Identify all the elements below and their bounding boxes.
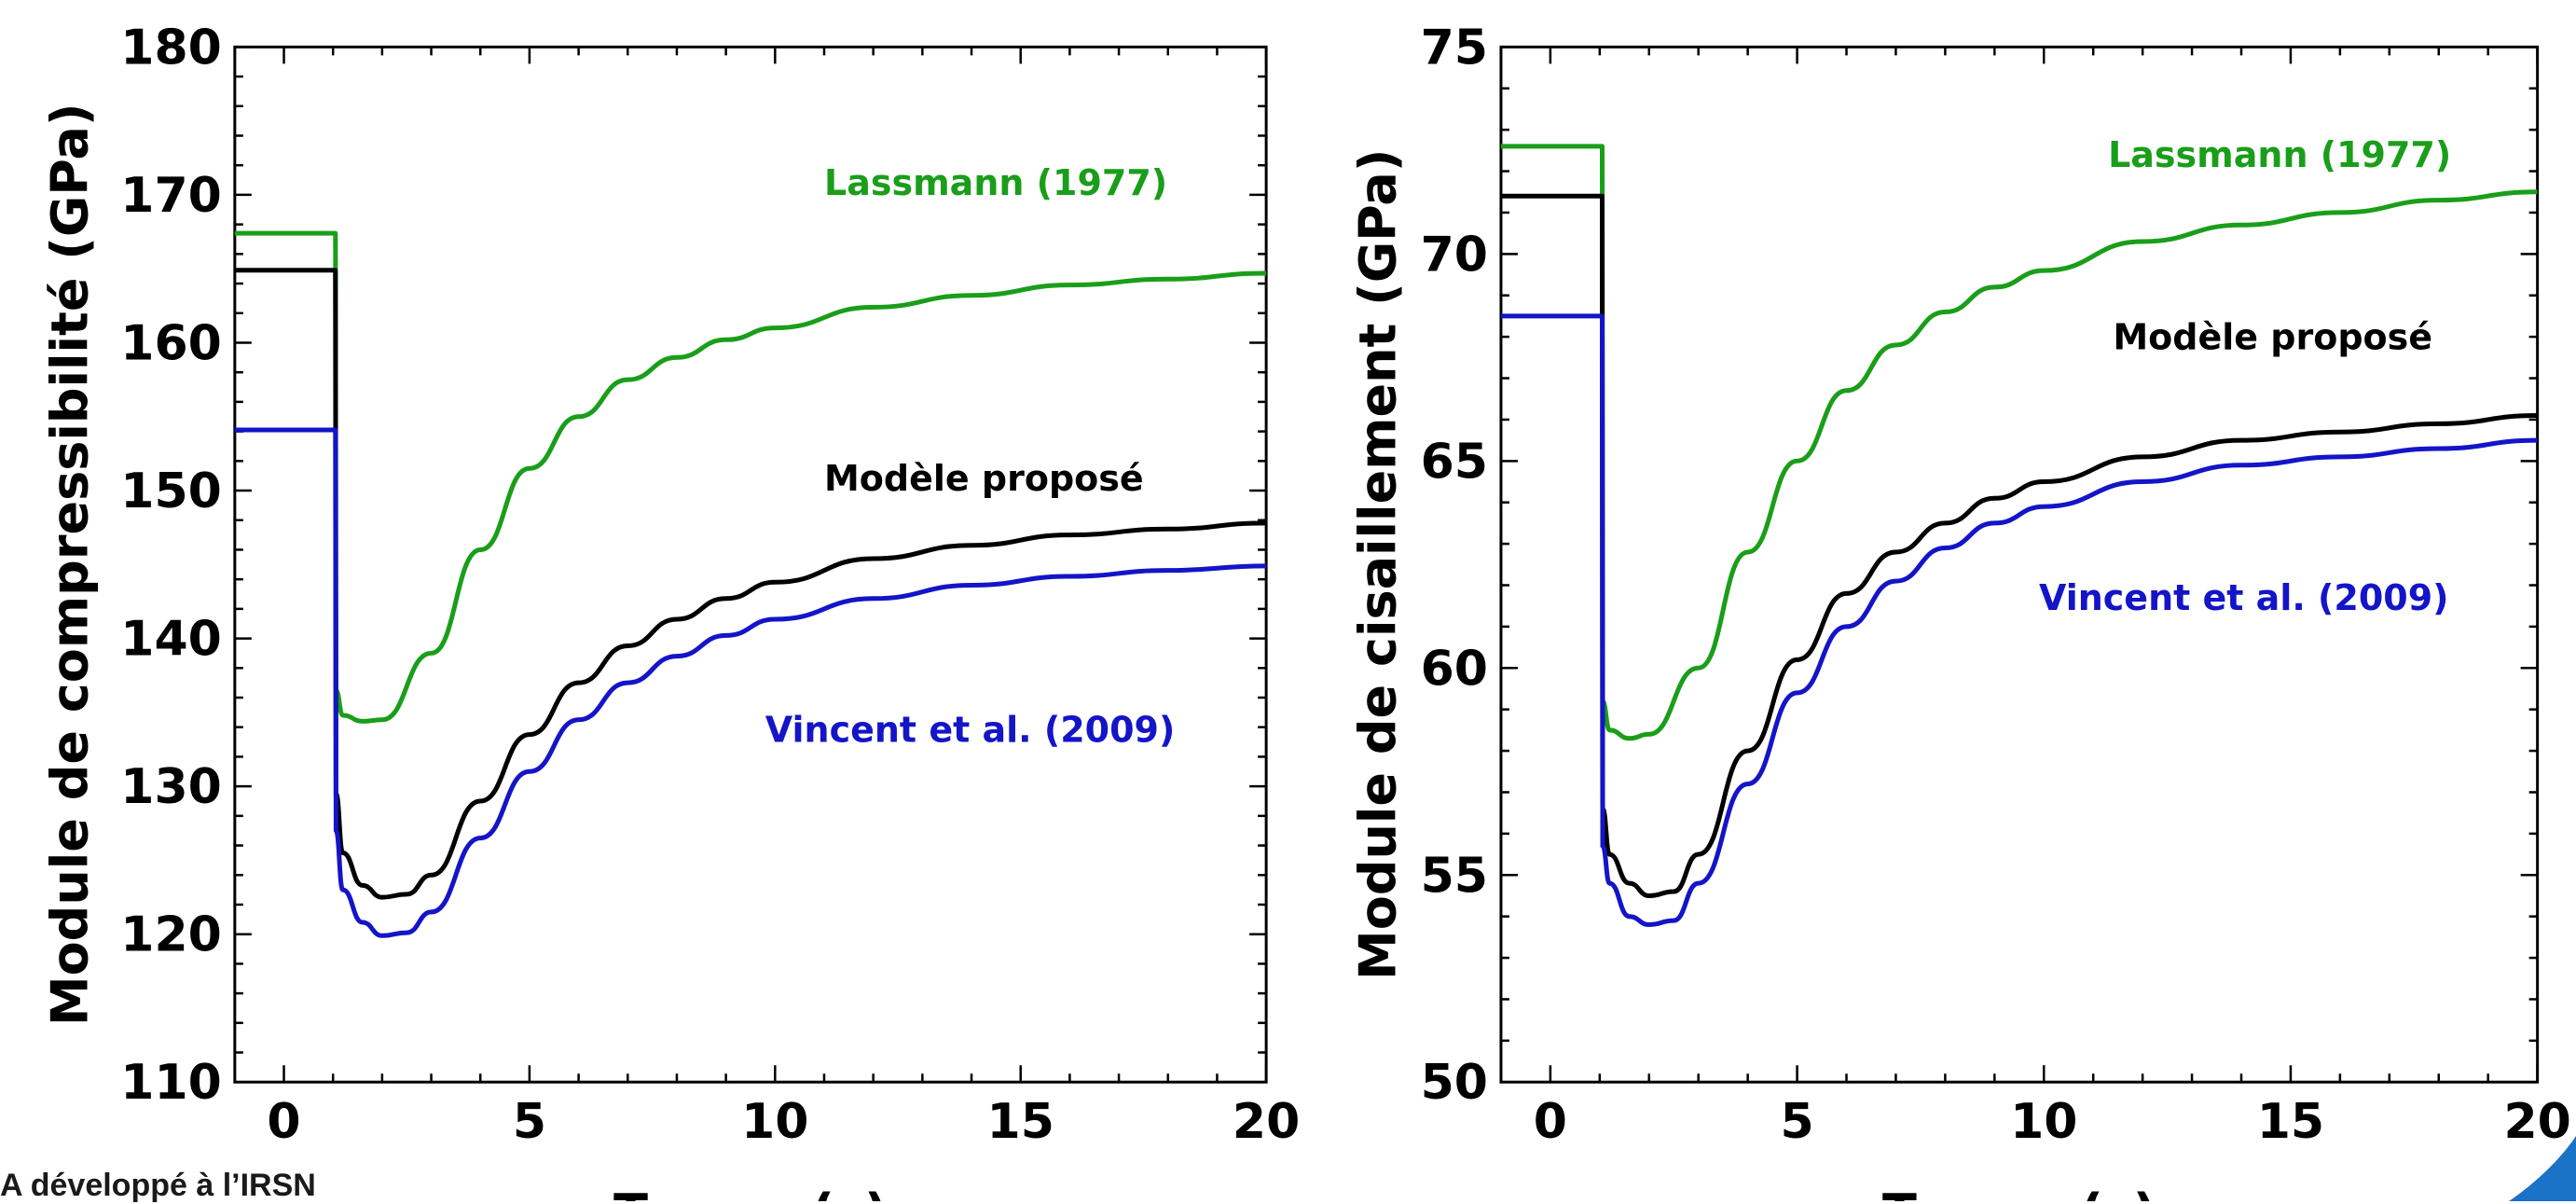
series-label-2: Vincent et al. (2009): [2039, 577, 2449, 618]
series-label-0: Lassmann (1977): [2108, 134, 2451, 175]
x-axis-label: Temps (s): [613, 1183, 888, 1201]
x-tick-label: 0: [1534, 1094, 1567, 1150]
y-axis-label: Module de compressibilité (GPa): [41, 103, 100, 1026]
series-line-0: [234, 230, 1267, 724]
y-tick-label: 120: [120, 907, 222, 963]
x-tick-label: 5: [513, 1094, 546, 1150]
plot-frame: [233, 45, 1268, 1084]
y-tick-label: 160: [120, 315, 222, 371]
x-tick-label: 10: [2010, 1094, 2077, 1150]
plot-frame: [1499, 45, 2540, 1084]
series-label-2: Vincent et al. (2009): [765, 710, 1176, 751]
series-line-2: [1501, 313, 2538, 927]
x-tick-label: 20: [1233, 1094, 1300, 1150]
series-line-1: [1501, 193, 2538, 898]
corner-logo-mark: [2509, 1136, 2576, 1201]
y-tick-label: 60: [1421, 641, 1488, 697]
series-line-1: [234, 268, 1267, 900]
corner-swoosh: [2509, 1136, 2576, 1201]
y-tick-label: 170: [120, 168, 222, 224]
y-axis-label: Module de cisaillement (GPa): [1349, 149, 1408, 980]
x-tick-label: 10: [741, 1094, 808, 1150]
series-label-1: Modèle proposé: [824, 458, 1144, 499]
y-tick-label: 180: [120, 20, 222, 76]
y-tick-label: 110: [120, 1055, 222, 1111]
x-tick-label: 0: [267, 1094, 300, 1150]
series-label-0: Lassmann (1977): [824, 162, 1167, 203]
footer-note: A développé à l’IRSN: [0, 1168, 316, 1203]
y-tick-label: 70: [1421, 227, 1488, 283]
x-tick-label: 15: [987, 1094, 1054, 1150]
x-tick-label: 5: [1780, 1094, 1813, 1150]
series-line-0: [1501, 144, 2538, 741]
y-tick-label: 140: [120, 612, 222, 668]
y-tick-label: 65: [1421, 434, 1488, 490]
y-tick-label: 75: [1421, 20, 1488, 76]
x-tick-label: 20: [2503, 1094, 2570, 1150]
y-tick-label: 50: [1421, 1055, 1488, 1111]
series-line-2: [234, 427, 1267, 938]
y-tick-label: 150: [120, 464, 222, 519]
x-axis-label: Temps (s): [1882, 1183, 2156, 1201]
y-tick-label: 130: [120, 759, 222, 815]
series-label-1: Modèle proposé: [2113, 316, 2432, 357]
chart-shear-modulus: 0 5 10 15 20 50 55 60 65 70 75 Temps (s) Module de c…: [1349, 20, 2571, 1201]
x-tick-label: 15: [2257, 1094, 2324, 1150]
chart-bulk-modulus: 0 5 10 15 20 110 120 130 140 150 160 170 180 Temps (s…: [41, 20, 1301, 1201]
y-tick-label: 55: [1421, 848, 1488, 904]
